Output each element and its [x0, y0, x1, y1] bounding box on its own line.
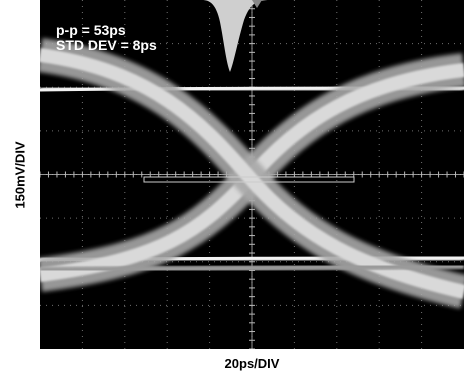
std-dev-label: STD DEV = 8ps: [56, 37, 157, 53]
trace-lower-rail: [40, 263, 464, 273]
y-axis-label: 150mV/DIV: [12, 141, 28, 209]
histogram: [202, 0, 270, 72]
scope-display: p-p = 53ps STD DEV = 8ps: [40, 0, 464, 349]
eye-diagram-plot: [40, 0, 464, 349]
eye-traces: [40, 38, 464, 309]
pp-jitter-label: p-p = 53ps: [56, 22, 126, 38]
histogram-window-box: [143, 176, 355, 183]
histogram-peak-marker: [252, 0, 262, 8]
x-axis-label: 20ps/DIV: [224, 356, 280, 371]
center-marker: [143, 176, 355, 183]
jitter-histogram: [202, 0, 270, 72]
